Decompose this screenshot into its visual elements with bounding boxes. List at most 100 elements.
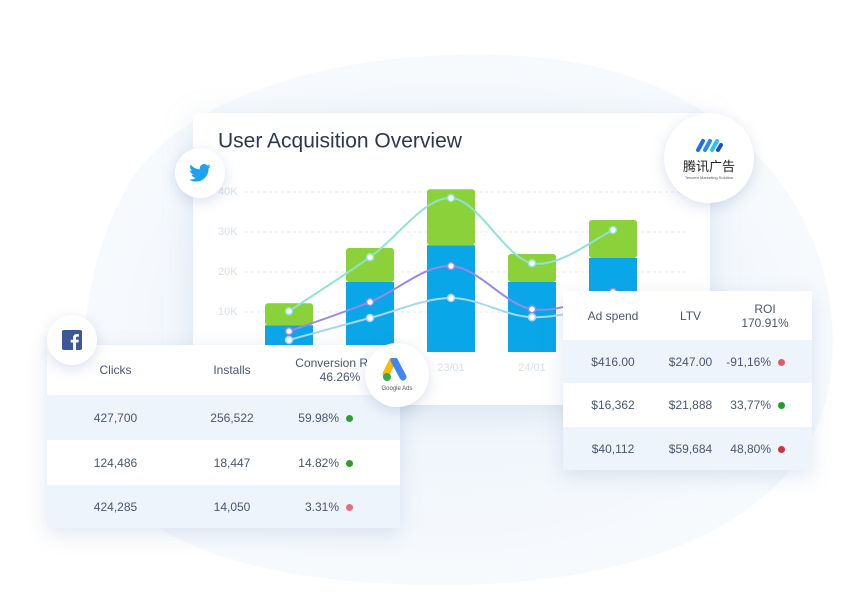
table-cell: 424,285 (47, 500, 184, 514)
status-dot (778, 445, 785, 453)
left-table: Clicks Installs Conversion Rate 46.26% 427,7… (47, 345, 400, 528)
table-row: $40,112 $59,684 48,80% (563, 427, 812, 470)
x-tick-label: 23/01 (437, 362, 465, 374)
x-tick-label: 24/01 (518, 362, 546, 374)
line-point (446, 293, 456, 303)
status-dot (778, 358, 785, 366)
line-point (527, 312, 537, 322)
google-ads-badge: Google Ads (365, 343, 429, 407)
table-cell: 256,522 (184, 411, 280, 425)
line-point (608, 225, 618, 235)
bar-segment (589, 220, 637, 258)
line-point (365, 313, 375, 323)
tencent-label: 腾讯广告 (682, 159, 735, 174)
table-cell: 48,80% (718, 442, 812, 456)
cell-text: 48,80% (730, 441, 771, 456)
table-cell: $16,362 (563, 398, 663, 412)
cell-text: 124,486 (93, 455, 138, 470)
google-ads-label: Google Ads (381, 386, 413, 392)
y-tick-label: 40K (218, 186, 238, 198)
line-point (446, 261, 456, 271)
header-sub: 170.91% (741, 315, 789, 330)
line-point (527, 304, 537, 314)
cell-text: $416.00 (591, 354, 635, 369)
bar-segment (346, 248, 394, 282)
line-point (527, 258, 537, 268)
facebook-badge (47, 315, 97, 365)
cell-text: $247.00 (668, 354, 713, 369)
cell-text: $21,888 (668, 398, 713, 412)
header-text: Ad spend (587, 308, 639, 323)
google-ads-icon (382, 358, 407, 381)
line-point (365, 297, 375, 307)
y-tick-label: 10K (218, 306, 238, 318)
cell-text: $59,684 (668, 441, 713, 456)
tencent-sub-label: Tencent Marketing Solution (684, 175, 734, 180)
header-row: Ad spend LTV ROI 170.91% (563, 291, 812, 340)
facebook-icon (62, 330, 82, 350)
y-tick-label: 30K (218, 226, 238, 238)
bar-segment (508, 254, 556, 282)
cell-text: 14,050 (213, 499, 251, 514)
header-text: Clicks (99, 363, 132, 377)
table-cell: 59.98% (280, 411, 400, 425)
right-table: Ad spend LTV ROI 170.91% $416.00 $247.00 -91,1… (563, 291, 812, 470)
cell-text: 256,522 (210, 410, 254, 425)
header-text: Installs (213, 363, 251, 377)
line-point (365, 252, 375, 262)
cell-text: 427,700 (93, 410, 138, 425)
status-dot (778, 402, 785, 410)
bar-segment (427, 189, 475, 246)
header-sub: 46.26% (319, 370, 361, 384)
tencent-icon (696, 139, 723, 152)
header-row: Clicks Installs Conversion Rate 46.26% (47, 345, 400, 395)
cell-text: 424,285 (93, 499, 138, 514)
table-cell: $21,888 (663, 398, 718, 412)
table-cell: 18,447 (184, 456, 280, 470)
header-cell: ROI 170.91% (718, 302, 812, 330)
card-title: User Acquisition Overview (218, 130, 463, 153)
table-row: $16,362 $21,888 33,77% (563, 383, 812, 427)
table-cell: 427,700 (47, 411, 184, 425)
cell-text: $16,362 (591, 398, 635, 412)
cell-text: 33,77% (730, 398, 771, 412)
table-row: 424,285 14,050 3.31% (47, 485, 400, 528)
table-row: 427,700 256,522 59.98% (47, 395, 400, 440)
cell-text: 59.98% (298, 410, 339, 425)
header-cell: Clicks (47, 363, 184, 377)
status-dot (346, 503, 353, 511)
table-cell: 14,050 (184, 500, 280, 514)
header-text: ROI (754, 301, 776, 316)
status-dot (346, 459, 353, 467)
table-cell: 14.82% (280, 456, 400, 470)
tencent-badge: 腾讯广告 Tencent Marketing Solution (664, 113, 754, 203)
cell-text: -91,16% (726, 354, 771, 369)
table-cell: 33,77% (718, 398, 812, 412)
table-cell: $416.00 (563, 355, 663, 369)
header-cell: Installs (184, 363, 280, 377)
header-text: LTV (679, 308, 702, 323)
cell-text: 3.31% (304, 499, 339, 514)
table-row: 124,486 18,447 14.82% (47, 440, 400, 485)
table-cell: $59,684 (663, 442, 718, 456)
header-cell: Ad spend (563, 309, 663, 323)
table-cell: -91,16% (718, 355, 812, 369)
status-dot (346, 414, 353, 422)
header-cell: Conversion Rate 46.26% (280, 356, 400, 384)
table-row: $416.00 $247.00 -91,16% (563, 340, 812, 383)
cell-text: 18,447 (213, 455, 251, 470)
line-point (446, 193, 456, 203)
cell-text: 14.82% (298, 455, 339, 470)
line-point (284, 335, 294, 345)
table-cell: $40,112 (563, 442, 663, 456)
table-cell: $247.00 (663, 355, 718, 369)
table-cell: 3.31% (280, 500, 400, 514)
line-point (284, 306, 294, 316)
cell-text: $40,112 (591, 441, 635, 456)
y-tick-label: 20K (218, 266, 238, 278)
header-cell: LTV (663, 309, 718, 323)
header-text: Conversion Rate (295, 356, 385, 370)
table-cell: 124,486 (47, 456, 184, 470)
line-point (284, 326, 294, 336)
